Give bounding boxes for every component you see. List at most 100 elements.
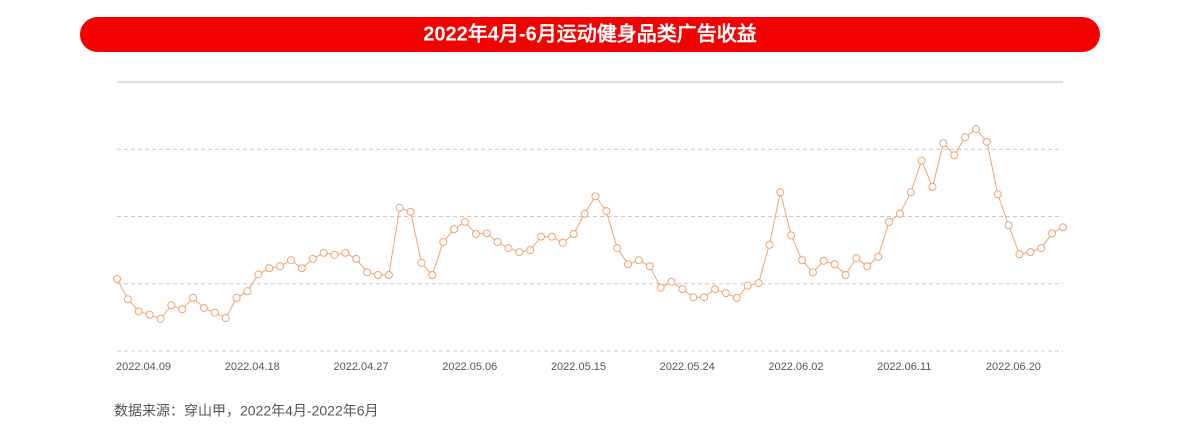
point-marker: [602, 207, 611, 216]
point-marker: [167, 301, 176, 310]
point-marker: [613, 244, 622, 253]
point-marker: [993, 190, 1002, 199]
point-marker: [732, 293, 741, 302]
point-marker: [678, 285, 687, 294]
point-marker: [482, 229, 491, 238]
point-marker: [895, 209, 904, 218]
point-marker: [1026, 248, 1035, 257]
point-marker: [373, 271, 382, 280]
point-marker: [1037, 244, 1046, 253]
point-marker: [906, 188, 915, 197]
point-marker: [406, 207, 415, 216]
point-marker: [754, 279, 763, 288]
point-marker: [689, 293, 698, 302]
point-marker: [254, 270, 263, 279]
point-marker: [330, 250, 339, 259]
point-marker: [243, 287, 252, 296]
point-marker: [776, 188, 785, 197]
x-tick-label: 2022.06.20: [986, 361, 1041, 373]
point-marker: [276, 262, 285, 271]
point-marker: [450, 225, 459, 234]
point-marker: [808, 268, 817, 277]
point-marker: [841, 271, 850, 280]
point-marker: [928, 182, 937, 191]
point-marker: [624, 260, 633, 269]
point-marker: [156, 314, 165, 323]
point-marker: [1004, 221, 1013, 230]
point-marker: [189, 293, 198, 302]
point-marker: [113, 275, 121, 284]
point-marker: [798, 256, 807, 265]
point-marker: [134, 307, 143, 316]
point-marker: [352, 254, 361, 263]
point-marker: [917, 156, 926, 165]
point-marker: [885, 217, 894, 226]
point-marker: [939, 139, 948, 148]
point-marker: [199, 303, 208, 312]
point-marker: [972, 125, 981, 134]
point-marker: [493, 238, 502, 247]
point-marker: [591, 192, 600, 201]
point-marker: [123, 295, 132, 304]
point-marker: [221, 314, 230, 323]
point-marker: [863, 262, 872, 271]
point-marker: [232, 293, 241, 302]
x-tick-label: 2022.04.18: [225, 361, 280, 373]
source-note: 数据来源：穿山甲，2022年4月-2022年6月: [114, 403, 379, 419]
x-tick-label: 2022.04.09: [116, 361, 171, 373]
point-marker: [547, 232, 556, 241]
point-marker: [819, 256, 828, 265]
point-marker: [178, 305, 187, 314]
point-marker: [145, 310, 154, 319]
point-marker: [341, 248, 350, 257]
point-marker: [711, 285, 720, 294]
point-marker: [982, 137, 991, 146]
point-marker: [395, 203, 404, 212]
point-marker: [286, 256, 295, 265]
x-tick-label: 2022.05.24: [660, 361, 715, 373]
point-marker: [874, 252, 883, 261]
series-line: [116, 128, 1064, 320]
x-tick-label: 2022.06.11: [877, 361, 931, 373]
point-marker: [471, 229, 480, 238]
point-marker: [460, 217, 469, 226]
point-marker: [504, 244, 513, 253]
point-marker: [439, 238, 448, 247]
point-marker: [319, 248, 328, 257]
point-marker: [580, 209, 589, 218]
x-tick-label: 2022.06.02: [768, 361, 823, 373]
point-marker: [526, 246, 535, 255]
point-marker: [1015, 250, 1024, 259]
point-marker: [787, 231, 796, 240]
point-marker: [830, 260, 839, 269]
x-tick-label: 2022.05.06: [442, 361, 497, 373]
point-marker: [515, 248, 524, 257]
point-marker: [569, 229, 578, 238]
point-marker: [950, 151, 959, 160]
x-tick-label: 2022.05.15: [551, 361, 606, 373]
point-marker: [558, 238, 567, 247]
point-marker: [1048, 229, 1057, 238]
point-marker: [297, 264, 306, 273]
point-marker: [656, 283, 665, 292]
point-marker: [645, 262, 654, 271]
point-marker: [961, 133, 970, 142]
point-marker: [363, 268, 372, 277]
point-marker: [308, 254, 317, 263]
point-marker: [1059, 223, 1067, 232]
point-marker: [700, 293, 709, 302]
point-marker: [384, 271, 393, 280]
point-marker: [721, 289, 730, 298]
chart-title: 2022年4月-6月运动健身品类广告收益: [423, 21, 756, 45]
point-marker: [417, 258, 426, 267]
point-marker: [265, 264, 274, 273]
x-tick-label: 2022.04.27: [333, 361, 388, 373]
point-marker: [852, 254, 861, 263]
point-marker: [210, 308, 219, 317]
point-marker: [765, 240, 774, 249]
point-marker: [743, 281, 752, 290]
point-marker: [428, 271, 437, 280]
point-marker: [537, 232, 546, 241]
point-marker: [667, 277, 676, 286]
